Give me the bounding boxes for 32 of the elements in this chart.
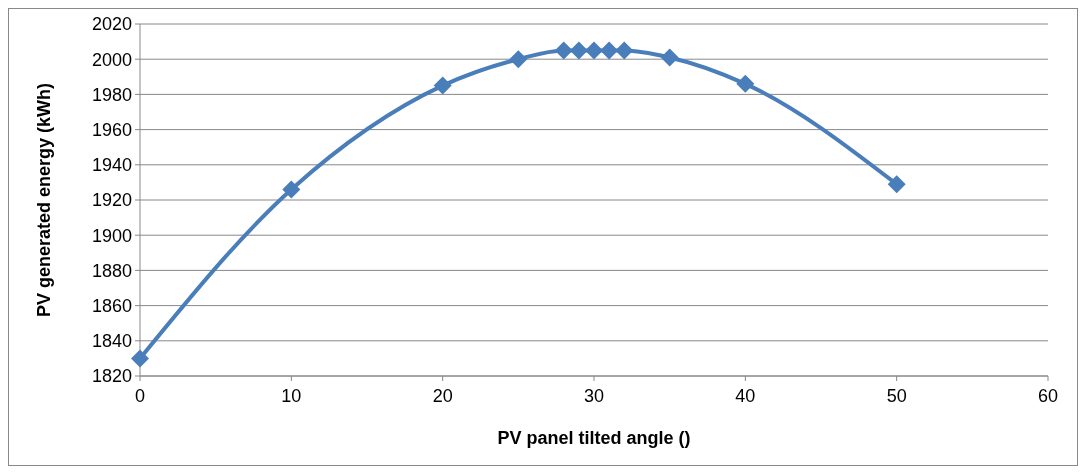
y-tick-label: 1980	[91, 84, 132, 105]
point	[615, 41, 634, 60]
point	[569, 41, 588, 60]
point	[585, 41, 603, 60]
x-tick-label: 50	[886, 386, 907, 406]
y-tick-label: 1820	[91, 366, 132, 387]
y-tick-label: 1860	[91, 295, 132, 316]
point	[736, 74, 755, 93]
point	[131, 349, 149, 368]
x-tick-label: 30	[583, 386, 605, 406]
y-tick-label: 1940	[91, 155, 132, 176]
y-tick-label: 2020	[91, 14, 132, 35]
y-tick-label: 2000	[91, 49, 132, 70]
x-tick-label: 0	[134, 386, 146, 406]
x-tick-label: 40	[735, 386, 756, 406]
point	[433, 76, 452, 95]
y-tick-label: 1880	[91, 260, 132, 281]
point	[600, 41, 619, 60]
point	[282, 180, 301, 199]
point	[554, 41, 573, 60]
point	[660, 48, 679, 67]
x-tick-label: 10	[281, 386, 302, 406]
point	[887, 175, 906, 194]
y-tick-label: 1900	[91, 225, 132, 246]
y-axis-title: PV generated energy (kWh)	[34, 82, 54, 318]
x-axis-title: PV panel tilted angle ()	[497, 428, 691, 448]
y-tick-label: 1920	[91, 190, 132, 211]
point	[509, 50, 528, 69]
x-tick-label: 60	[1037, 386, 1059, 406]
y-tick-label: 1960	[91, 119, 132, 140]
y-tick-label: 1840	[91, 331, 132, 352]
x-tick-label: 20	[432, 386, 453, 406]
